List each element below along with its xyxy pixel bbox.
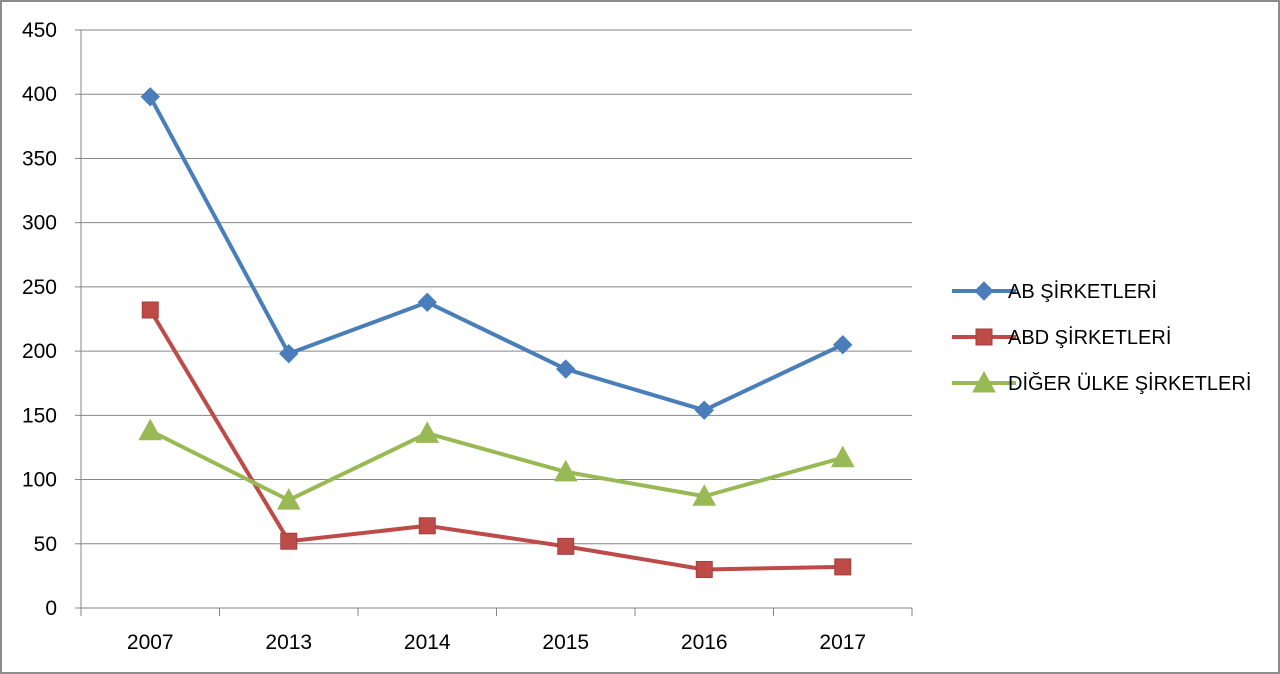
y-tick-label: 200 (22, 340, 57, 363)
data-point-series-1 (833, 334, 853, 355)
series-line-2 (148, 308, 845, 572)
data-point-series-3 (138, 418, 163, 441)
data-point-series-2 (557, 537, 575, 555)
y-tick-label: 0 (45, 597, 57, 620)
data-point-series-1 (694, 400, 714, 420)
data-point-series-3 (553, 459, 578, 482)
x-tick-label: 2016 (681, 631, 728, 654)
y-tick-label: 100 (22, 469, 57, 492)
legend-label: DİĞER ÜLKE ŞİRKETLERİ (1008, 372, 1251, 395)
data-point-series-2 (141, 301, 159, 319)
data-point-series-3 (692, 484, 717, 506)
x-tick-label: 2017 (819, 631, 866, 654)
data-point-series-1 (140, 87, 160, 107)
legend-label: ABD ŞİRKETLERİ (1008, 326, 1171, 349)
y-tick-label: 300 (22, 212, 57, 235)
data-point-series-1 (417, 292, 437, 313)
series-line-1 (148, 94, 845, 413)
data-point-series-3 (415, 421, 440, 443)
legend-marker (972, 370, 996, 393)
legend-marker (975, 328, 993, 346)
legend-label: AB ŞİRKETLERİ (1008, 280, 1157, 303)
y-tick-label: 450 (22, 19, 57, 42)
data-point-series-2 (418, 517, 436, 535)
data-point-series-1 (279, 343, 299, 364)
y-tick-label: 400 (22, 83, 57, 106)
data-point-series-3 (830, 445, 855, 468)
y-tick-label: 50 (34, 533, 57, 556)
y-tick-label: 350 (22, 147, 57, 170)
data-point-series-2 (695, 560, 713, 578)
legend-marker (974, 281, 994, 301)
y-tick-label: 150 (22, 404, 57, 427)
x-tick-label: 2013 (265, 631, 312, 654)
y-tick-label: 250 (22, 276, 57, 299)
data-point-series-1 (556, 359, 576, 379)
x-tick-label: 2015 (542, 631, 589, 654)
x-tick-label: 2007 (127, 631, 174, 654)
data-point-series-3 (276, 488, 301, 510)
data-point-series-2 (280, 532, 298, 550)
series-line-3 (148, 428, 845, 503)
data-point-series-2 (834, 558, 852, 576)
x-tick-label: 2014 (404, 631, 451, 654)
